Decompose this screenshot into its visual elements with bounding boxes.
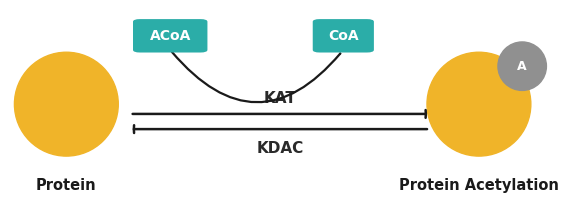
Text: KDAC: KDAC <box>256 141 304 156</box>
FancyBboxPatch shape <box>313 19 374 53</box>
Text: A: A <box>518 60 527 73</box>
Text: KAT: KAT <box>264 91 296 106</box>
Text: Protein Acetylation: Protein Acetylation <box>399 178 559 193</box>
Text: CoA: CoA <box>328 29 359 43</box>
FancyBboxPatch shape <box>133 19 208 53</box>
Ellipse shape <box>427 52 531 156</box>
Text: Protein: Protein <box>36 178 97 193</box>
Text: ACoA: ACoA <box>149 29 191 43</box>
Ellipse shape <box>14 52 118 156</box>
Ellipse shape <box>498 42 546 90</box>
FancyArrowPatch shape <box>172 52 340 102</box>
